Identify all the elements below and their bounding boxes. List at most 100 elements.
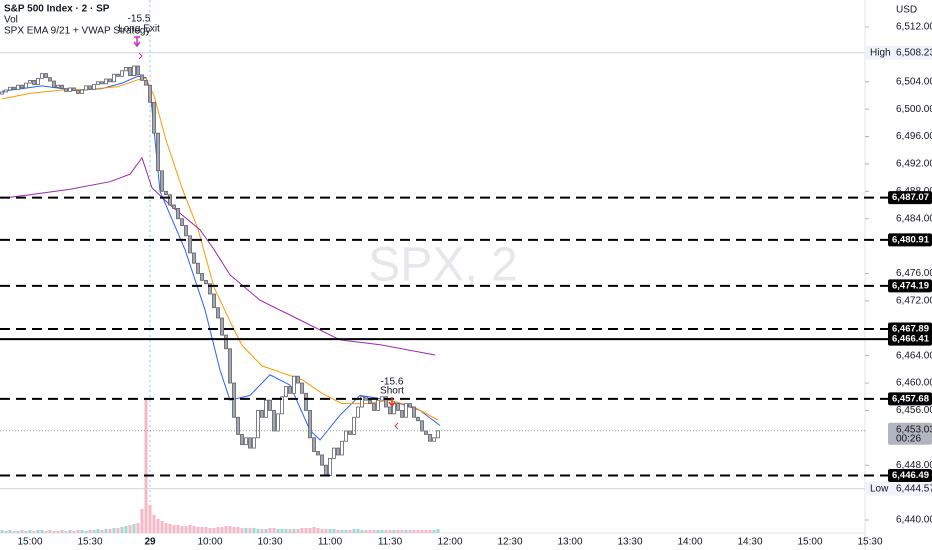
candle-body (320, 454, 324, 466)
candle-body (60, 84, 64, 90)
level-label-bg (888, 469, 932, 483)
volume-bar (40, 530, 44, 533)
candle-body (52, 80, 56, 88)
candle-body (152, 101, 156, 134)
volume-bar (44, 531, 48, 533)
x-tick-label: 15:30 (857, 537, 882, 548)
level-label-bg (888, 392, 932, 406)
volume-bar (160, 521, 164, 533)
annotation-text: Long Exit (118, 24, 160, 35)
candle-body (376, 399, 380, 411)
volume-bar (84, 531, 88, 533)
candle-body (116, 73, 120, 77)
level-label: 6,467.89 (892, 324, 929, 335)
candle-body (268, 399, 272, 411)
candle-body (16, 84, 20, 90)
candle-body (428, 433, 432, 442)
volume-bar (300, 528, 304, 533)
volume-bar (400, 530, 404, 533)
volume-bar (388, 530, 392, 533)
high-label: High (870, 47, 891, 58)
candle-body (8, 86, 12, 91)
candle-body (336, 447, 340, 456)
volume-bar (64, 531, 68, 533)
candle-body (12, 86, 16, 90)
volume-bar (332, 529, 336, 533)
volume-bar (356, 529, 360, 533)
volume-bar (396, 530, 400, 533)
candle-body (120, 70, 124, 77)
candle-body (124, 66, 128, 72)
volume-bar (380, 530, 384, 533)
volume-bar (256, 529, 260, 533)
volume-bar (128, 525, 132, 533)
candle-body (324, 464, 328, 476)
annotation-text: Short (380, 386, 404, 397)
candle-body (404, 403, 408, 418)
candle-body (228, 348, 232, 384)
y-tick-label: 6,464.00 (896, 350, 932, 361)
candle-body (140, 74, 144, 81)
candle-body (72, 87, 76, 92)
volume-bar (436, 529, 440, 533)
volume-bar (172, 525, 176, 533)
volume-bar (224, 526, 228, 533)
level-label: 6,446.49 (892, 470, 929, 481)
volume-bar (372, 530, 376, 533)
volume-bar (52, 531, 56, 533)
volume-bar (316, 528, 320, 533)
volume-bar (120, 527, 124, 533)
candle-body (212, 293, 216, 309)
candle-body (100, 81, 104, 85)
candle-body (312, 437, 316, 452)
level-label-bg (888, 233, 932, 247)
volume-bar (376, 530, 380, 533)
candle-body (344, 430, 348, 442)
candle-body (56, 84, 60, 88)
y-tick-label: 6,460.00 (896, 378, 932, 389)
volume-bar (412, 530, 416, 533)
volume-bar (304, 528, 308, 533)
candle-body (388, 406, 392, 415)
candle-body (204, 279, 208, 285)
x-tick-label: 13:00 (557, 537, 582, 548)
candle-body (296, 375, 300, 384)
y-tick-label: 6,448.00 (896, 460, 932, 471)
short-marker (394, 422, 399, 430)
high-value: 6,508.23 (896, 47, 932, 58)
level-label-bg (888, 322, 932, 336)
volume-bar (260, 529, 264, 533)
volume-bar (140, 509, 144, 533)
candle-body (304, 392, 308, 411)
axis-layer: 6,512.00 6,504.00 6,500.00 6,496.00 6,492.00… (17, 22, 932, 548)
candle-body (44, 73, 48, 79)
candle-body (96, 81, 100, 85)
candle-body (136, 65, 140, 76)
y-tick-label: 6,476.00 (896, 268, 932, 279)
exit-marker (138, 52, 143, 60)
volume-bar (80, 530, 84, 533)
candle-body (36, 77, 40, 85)
volume-bar (196, 527, 200, 533)
candle-body (272, 410, 276, 432)
candle-body (208, 283, 212, 295)
volume-bar (104, 529, 108, 533)
y-tick-label: 6,492.00 (896, 159, 932, 170)
candle-body (24, 82, 28, 89)
level-label: 6,487.07 (892, 192, 929, 203)
candle-layer (0, 65, 440, 476)
volume-bar (28, 530, 32, 533)
candle-body (252, 437, 256, 449)
volume-bar (124, 526, 128, 533)
candle-body (224, 334, 228, 350)
candle-body (188, 235, 192, 254)
volume-bar (0, 530, 4, 533)
y-tick-label: 6,496.00 (896, 131, 932, 142)
volume-bar (408, 530, 412, 533)
candle-body (104, 78, 108, 85)
volume-bar (276, 529, 280, 533)
volume-bar (392, 530, 396, 533)
volume-bar (308, 528, 312, 533)
x-tick-label: 12:00 (437, 537, 462, 548)
candle-body (180, 218, 184, 226)
